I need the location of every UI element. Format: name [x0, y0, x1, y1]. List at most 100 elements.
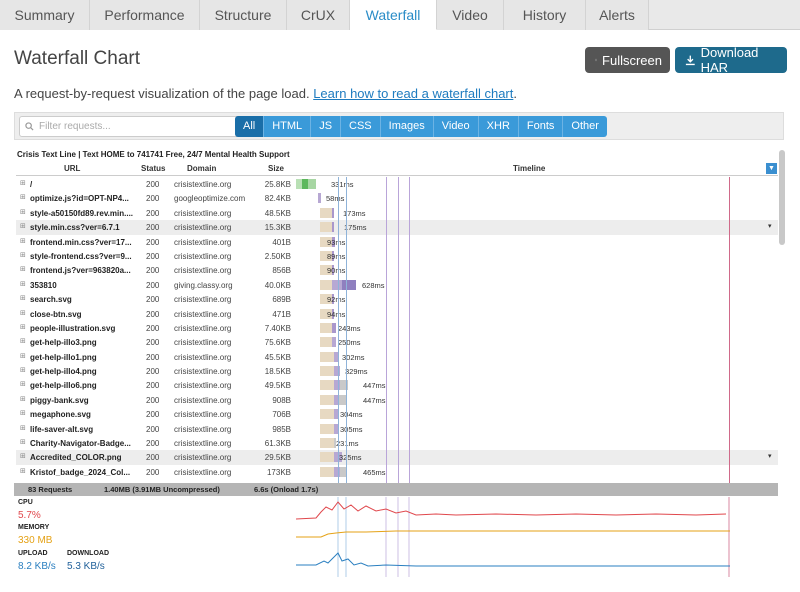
tab-alerts[interactable]: Alerts [586, 0, 649, 30]
table-row[interactable]: ⊞ frontend.min.css?ver=17... 200 crisistext… [16, 235, 778, 249]
bar-segment [296, 179, 302, 189]
filter-chip-xhr[interactable]: XHR [478, 116, 519, 137]
table-row[interactable]: ⊞ search.svg 200 crisistextline.org 689B 92ms [16, 292, 778, 306]
table-row[interactable]: ⊞ Accredited_COLOR.png 200 crisistextline.o… [16, 450, 778, 465]
request-status: 200 [146, 323, 160, 333]
filter-chip-all[interactable]: All [235, 116, 265, 137]
expand-icon[interactable]: ⊞ [20, 323, 26, 331]
memory-value: 330 MB [18, 535, 53, 546]
table-row[interactable]: ⊞ get-help-illo3.png 200 crisistextline.org… [16, 335, 778, 349]
tab-summary[interactable]: Summary [0, 0, 90, 30]
filter-chip-js[interactable]: JS [311, 116, 342, 137]
request-url: style-a50150fd89.rev.min.... [30, 208, 134, 218]
request-status: 200 [146, 381, 160, 391]
bar-segment [320, 207, 332, 218]
tab-waterfall[interactable]: Waterfall [350, 0, 437, 30]
bar-segment [302, 179, 308, 189]
expand-icon[interactable]: ⊞ [20, 395, 26, 403]
bar-segment [320, 222, 332, 233]
table-row[interactable]: ⊞ life-saver-alt.svg 200 crisistextline.org… [16, 422, 778, 436]
timeline-menu-icon[interactable]: ▼ [766, 163, 777, 174]
learn-waterfall-link[interactable]: Learn how to read a waterfall chart [313, 86, 514, 101]
expand-icon[interactable]: ⊞ [20, 237, 26, 245]
filter-input[interactable]: Filter requests... [19, 116, 244, 137]
expand-icon[interactable]: ⊞ [20, 208, 26, 216]
request-status: 200 [146, 395, 160, 405]
expand-icon[interactable]: ⊞ [20, 381, 26, 389]
filter-chip-images[interactable]: Images [380, 116, 434, 137]
request-url: optimize.js?id=OPT-NP4... [30, 194, 129, 204]
table-row[interactable]: ⊞ optimize.js?id=OPT-NP4... 200 googleoptim… [16, 191, 778, 205]
fullscreen-button[interactable]: Fullscreen [585, 47, 670, 73]
expand-icon[interactable]: ⊞ [20, 223, 26, 231]
expand-icon[interactable]: ⊞ [20, 194, 26, 202]
request-duration: 92ms [327, 295, 346, 305]
expand-icon[interactable]: ⊞ [20, 424, 26, 432]
expand-icon[interactable]: ⊞ [20, 467, 26, 475]
request-status: 200 [146, 367, 160, 377]
filter-chip-html[interactable]: HTML [264, 116, 312, 137]
tab-performance[interactable]: Performance [90, 0, 200, 30]
request-size: 61.3KB [264, 439, 291, 449]
table-row[interactable]: ⊞ Charity-Navigator-Badge... 200 crisistext… [16, 436, 778, 450]
bar-segment [320, 409, 334, 420]
download-har-button[interactable]: Download HAR [675, 45, 787, 75]
request-status: 200 [146, 424, 160, 434]
expand-icon[interactable]: ⊞ [20, 251, 26, 259]
bar-segment [332, 294, 334, 305]
expand-icon[interactable]: ⊞ [20, 410, 26, 418]
expand-icon[interactable]: ⊞ [20, 352, 26, 360]
expand-icon[interactable]: ⊞ [20, 439, 26, 447]
expand-icon[interactable]: ⊞ [20, 338, 26, 346]
bar-segment [332, 322, 336, 333]
table-row[interactable]: ⊞ piggy-bank.svg 200 crisistextline.org 908B… [16, 393, 778, 407]
filter-chip-other[interactable]: Other [563, 116, 607, 137]
table-row[interactable]: ⊞ style-frontend.css?ver=9... 200 crisistex… [16, 249, 778, 263]
request-size: 40.0KB [264, 280, 291, 290]
expand-icon[interactable]: ⊞ [20, 309, 26, 317]
filter-chip-css[interactable]: CSS [341, 116, 381, 137]
table-row[interactable]: ⊞ style-a50150fd89.rev.min.... 200 crisiste… [16, 206, 778, 220]
request-url: style-frontend.css?ver=9... [30, 251, 132, 261]
bar-segment [332, 207, 334, 218]
bar-segment [320, 423, 334, 434]
tab-history[interactable]: History [504, 0, 586, 30]
row-menu-icon[interactable]: ▾ [768, 223, 772, 231]
table-row[interactable]: ⊞ get-help-illo1.png 200 crisistextline.org… [16, 350, 778, 364]
expand-icon[interactable]: ⊞ [20, 266, 26, 274]
tab-structure[interactable]: Structure [200, 0, 287, 30]
request-size: 689B [272, 295, 291, 305]
expand-icon[interactable]: ⊞ [20, 367, 26, 375]
expand-icon[interactable]: ⊞ [20, 295, 26, 303]
bar-segment [332, 250, 334, 261]
scrollbar[interactable] [779, 150, 785, 245]
upload-value: 8.2 KB/s [18, 561, 56, 572]
table-row[interactable]: ⊞ megaphone.svg 200 crisistextline.org 706B 3… [16, 407, 778, 421]
expand-icon[interactable]: ⊞ [20, 180, 26, 187]
table-row[interactable]: ⊞ get-help-illo6.png 200 crisistextline.org… [16, 378, 778, 392]
request-size: 29.5KB [264, 453, 291, 463]
tab-video[interactable]: Video [437, 0, 504, 30]
tab-crux[interactable]: CrUX [287, 0, 350, 30]
expand-icon[interactable]: ⊞ [20, 453, 26, 461]
request-status: 200 [146, 237, 160, 247]
timeline-marker [409, 177, 410, 483]
table-row[interactable]: ⊞ 353810 200 giving.classy.org 40.0KB 628ms [16, 278, 778, 292]
table-row[interactable]: ⊞ people-illustration.svg 200 crisistextlin… [16, 321, 778, 335]
filter-chip-video[interactable]: Video [433, 116, 479, 137]
table-row[interactable]: ⊞ Kristof_badge_2024_Col... 200 crisistextl… [16, 465, 778, 479]
request-size: 985B [272, 424, 291, 434]
table-row[interactable]: ⊞ close-btn.svg 200 crisistextline.org 471B 9… [16, 307, 778, 321]
table-row[interactable]: ⊞ get-help-illo4.png 200 crisistextline.org… [16, 364, 778, 378]
request-url: search.svg [30, 295, 72, 305]
expand-icon[interactable]: ⊞ [20, 280, 26, 288]
filter-chip-fonts[interactable]: Fonts [518, 116, 564, 137]
request-domain: crisistextline.org [174, 410, 232, 420]
table-row[interactable]: ⊞ frontend.js?ver=963820a... 200 crisistext… [16, 263, 778, 277]
table-row[interactable]: ⊞ style.min.css?ver=6.7.1 200 crisistextlin… [16, 220, 778, 235]
download-har-label: Download HAR [700, 45, 759, 75]
table-row[interactable]: ⊞ / 200 crisistextline.org 25.8KB 331ms [16, 177, 778, 191]
request-duration: 250ms [338, 338, 361, 348]
request-size: 15.3KB [264, 223, 291, 233]
row-menu-icon[interactable]: ▾ [768, 453, 772, 461]
